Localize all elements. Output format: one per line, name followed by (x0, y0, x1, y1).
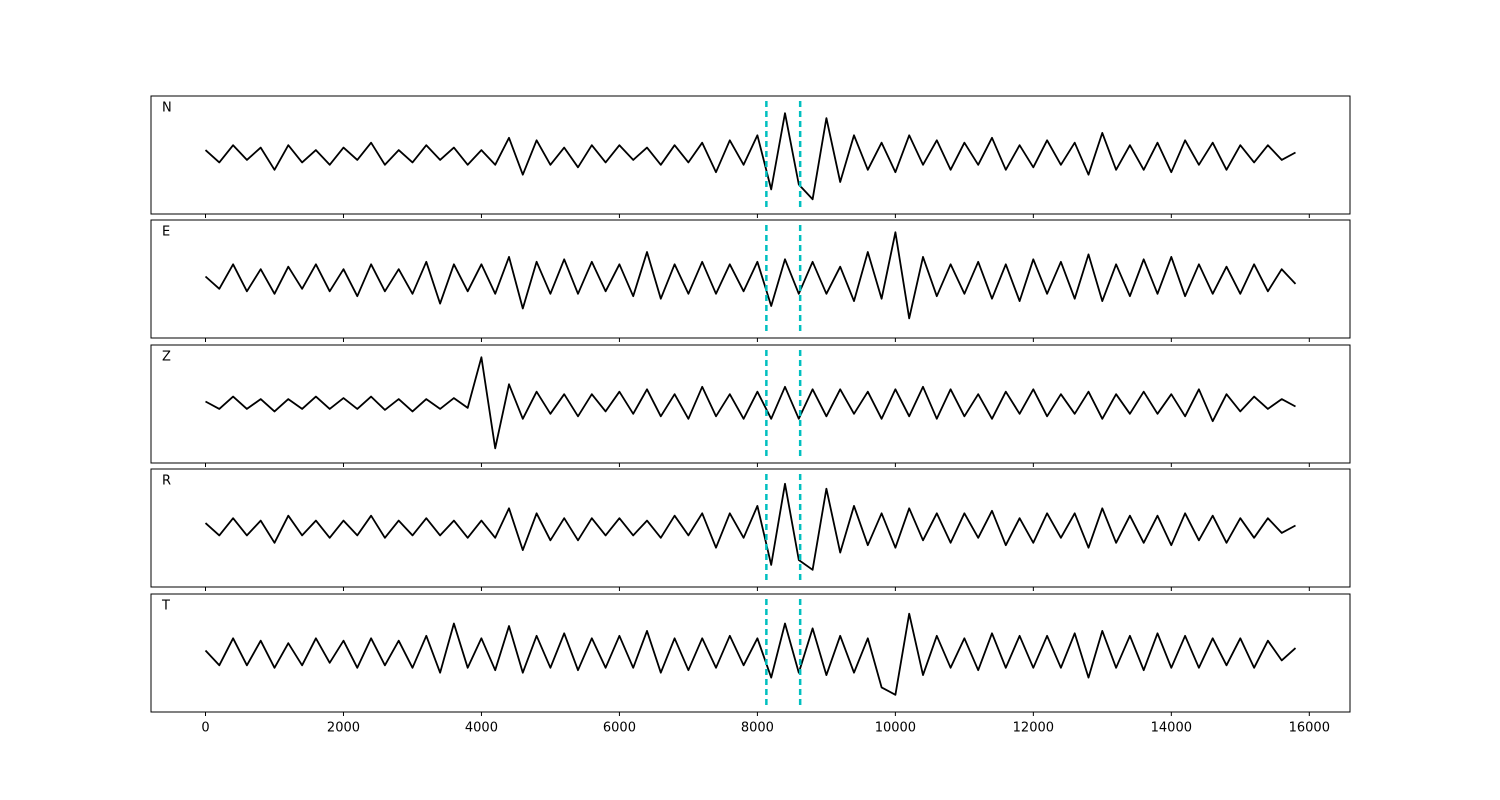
panel-label: E (162, 225, 170, 240)
trace (205, 356, 1296, 450)
panel-frame (150, 468, 1351, 588)
x-tick-label: 0 (201, 721, 209, 736)
panel-frame (150, 219, 1351, 339)
panel-label: Z (162, 350, 171, 365)
panel-frame (150, 593, 1351, 713)
x-tick-label: 14000 (1151, 721, 1192, 736)
x-tick-label: 4000 (465, 721, 498, 736)
panel-label: N (162, 101, 172, 116)
trace (204, 482, 1296, 571)
x-tick-label: 2000 (327, 721, 360, 736)
x-tick-label: 8000 (741, 721, 774, 736)
x-tick-label: 12000 (1013, 721, 1054, 736)
trace (204, 112, 1296, 201)
x-tick-label: 6000 (603, 721, 636, 736)
panel-frame (150, 344, 1351, 464)
x-tick-label: 10000 (875, 721, 916, 736)
panel-label: T (161, 599, 170, 614)
x-tick-label: 16000 (1289, 721, 1330, 736)
panel-label: R (162, 474, 171, 489)
panel-frame (150, 95, 1351, 215)
trace (204, 231, 1297, 320)
trace (204, 612, 1297, 696)
